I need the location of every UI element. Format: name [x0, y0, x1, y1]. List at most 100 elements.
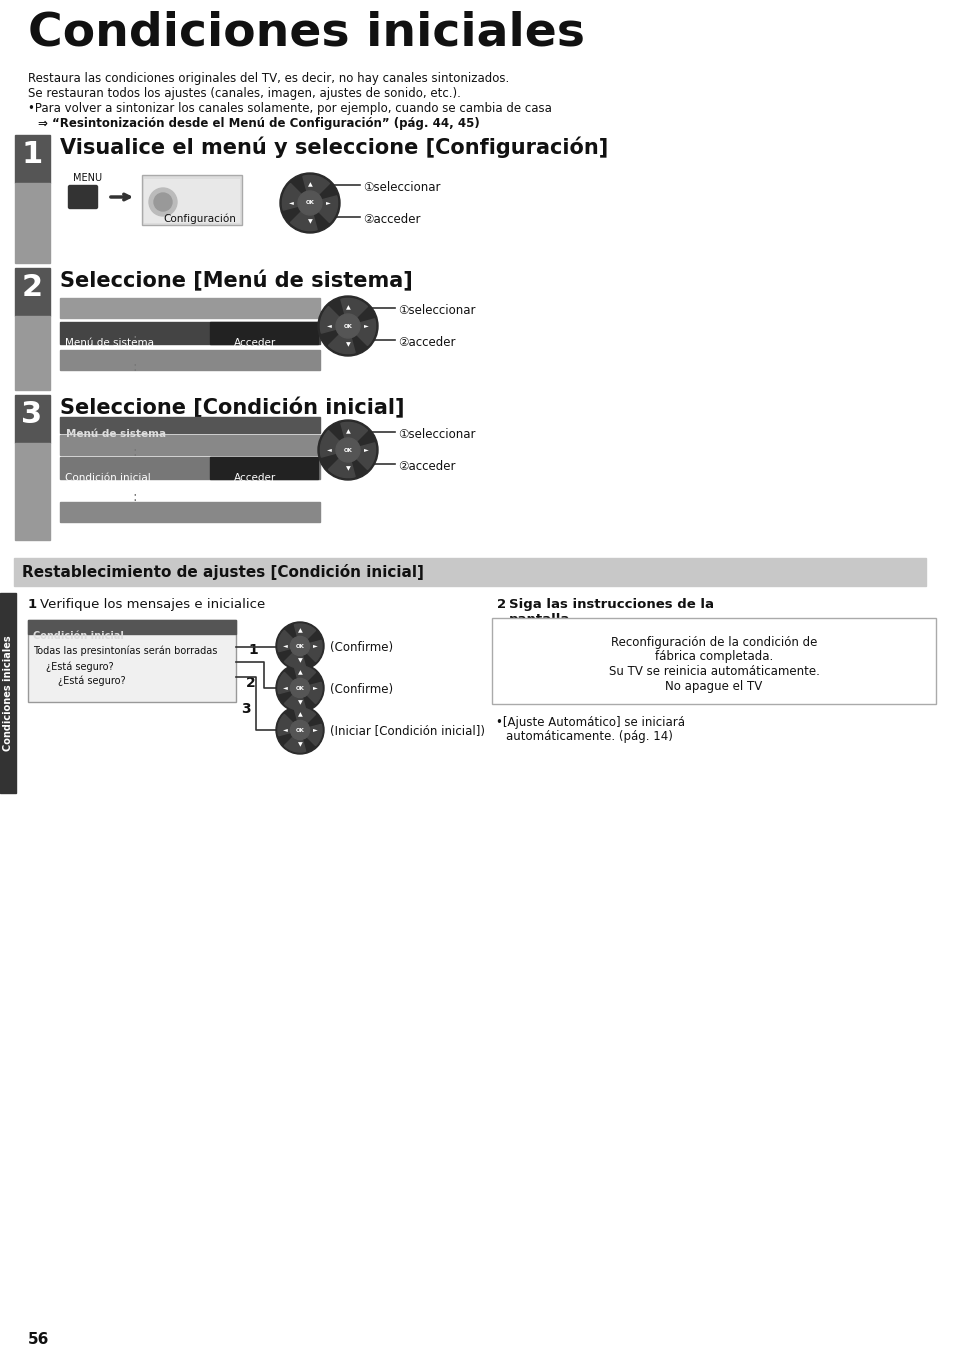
FancyBboxPatch shape	[15, 183, 50, 263]
Circle shape	[297, 191, 322, 215]
Text: 3: 3	[21, 399, 43, 429]
Text: Configuración: Configuración	[163, 213, 236, 223]
Text: Condición inicial: Condición inicial	[65, 473, 151, 483]
Circle shape	[290, 678, 310, 697]
Text: ①seleccionar: ①seleccionar	[397, 305, 475, 317]
Text: Seleccione [Condición inicial]: Seleccione [Condición inicial]	[60, 397, 404, 418]
Text: fábrica completada.: fábrica completada.	[654, 650, 772, 663]
Text: 1: 1	[28, 598, 37, 611]
Wedge shape	[294, 666, 315, 688]
Text: :: :	[132, 445, 137, 459]
Text: ►: ►	[364, 324, 369, 329]
FancyBboxPatch shape	[15, 443, 50, 540]
Text: ▲: ▲	[297, 712, 302, 718]
Wedge shape	[299, 682, 322, 704]
Circle shape	[275, 663, 324, 712]
Text: Acceder: Acceder	[233, 338, 275, 348]
FancyBboxPatch shape	[142, 175, 242, 225]
FancyBboxPatch shape	[60, 458, 319, 479]
FancyBboxPatch shape	[492, 617, 935, 704]
FancyBboxPatch shape	[15, 135, 50, 183]
Wedge shape	[277, 673, 299, 693]
FancyBboxPatch shape	[60, 298, 319, 318]
Text: 3: 3	[241, 701, 251, 716]
FancyBboxPatch shape	[0, 593, 16, 793]
Text: ▼: ▼	[345, 343, 350, 347]
Text: Reconfiguración de la condición de: Reconfiguración de la condición de	[610, 636, 817, 649]
Text: ①seleccionar: ①seleccionar	[363, 181, 440, 194]
Circle shape	[153, 194, 172, 211]
Text: (Iniciar [Condición inicial]): (Iniciar [Condición inicial])	[330, 724, 484, 738]
Text: OK: OK	[295, 643, 304, 649]
Circle shape	[275, 705, 324, 754]
Text: ▲: ▲	[345, 429, 350, 433]
Text: ►: ►	[313, 727, 317, 733]
Circle shape	[290, 720, 310, 739]
Wedge shape	[348, 318, 375, 345]
Text: 2: 2	[497, 598, 506, 611]
Wedge shape	[299, 640, 322, 662]
Wedge shape	[348, 443, 375, 470]
Text: ◄: ◄	[282, 685, 287, 691]
Text: Restaura las condiciones originales del TV, es decir, no hay canales sintonizado: Restaura las condiciones originales del …	[28, 72, 509, 85]
FancyBboxPatch shape	[210, 458, 317, 479]
FancyBboxPatch shape	[60, 322, 319, 344]
Text: Verifique los mensajes e inicialice: Verifique los mensajes e inicialice	[40, 598, 265, 611]
FancyBboxPatch shape	[144, 179, 240, 223]
Circle shape	[149, 188, 177, 217]
Text: ①seleccionar: ①seleccionar	[397, 428, 475, 441]
Circle shape	[317, 297, 377, 356]
Text: 2: 2	[21, 274, 43, 302]
Wedge shape	[328, 326, 355, 353]
FancyBboxPatch shape	[15, 268, 50, 315]
Text: ▼: ▼	[297, 658, 302, 663]
Circle shape	[335, 437, 359, 462]
Text: Siga las instrucciones de la: Siga las instrucciones de la	[509, 598, 713, 611]
Text: 1: 1	[21, 139, 43, 169]
Text: ▼: ▼	[297, 700, 302, 705]
Circle shape	[317, 420, 377, 481]
FancyBboxPatch shape	[60, 417, 319, 433]
Text: ◄: ◄	[327, 324, 332, 329]
Text: Condiciones iniciales: Condiciones iniciales	[3, 635, 13, 751]
Text: 2: 2	[246, 676, 255, 691]
Text: ②acceder: ②acceder	[397, 336, 455, 349]
Wedge shape	[320, 306, 348, 333]
FancyBboxPatch shape	[69, 185, 97, 209]
Text: •Para volver a sintonizar los canales solamente, por ejemplo, cuando se cambia d: •Para volver a sintonizar los canales so…	[28, 102, 551, 115]
Text: No apague el TV: No apague el TV	[664, 680, 761, 693]
Text: Seleccione [Menú de sistema]: Seleccione [Menú de sistema]	[60, 269, 413, 291]
Text: Menú de sistema: Menú de sistema	[65, 338, 153, 348]
Text: ▼: ▼	[297, 742, 302, 747]
Text: OK: OK	[343, 324, 352, 329]
Wedge shape	[328, 450, 355, 478]
Text: ▲: ▲	[297, 670, 302, 676]
Text: OK: OK	[305, 200, 314, 206]
FancyBboxPatch shape	[60, 502, 319, 523]
Circle shape	[280, 173, 339, 233]
Wedge shape	[320, 431, 348, 458]
Text: ►: ►	[313, 643, 317, 649]
Wedge shape	[310, 196, 337, 222]
Wedge shape	[277, 631, 299, 651]
Text: Condiciones iniciales: Condiciones iniciales	[28, 9, 584, 56]
Text: ¿Está seguro?: ¿Está seguro?	[46, 661, 113, 672]
Text: 1: 1	[248, 643, 257, 657]
Text: ◄: ◄	[282, 727, 287, 733]
Wedge shape	[294, 624, 315, 646]
Text: Su TV se reinicia automáticamente.: Su TV se reinicia automáticamente.	[608, 665, 819, 678]
Text: Restablecimiento de ajustes [Condición inicial]: Restablecimiento de ajustes [Condición i…	[22, 565, 423, 580]
Text: Acceder: Acceder	[233, 473, 275, 483]
Text: ◄: ◄	[327, 448, 332, 452]
Wedge shape	[284, 646, 305, 668]
Text: automáticamente. (pág. 14): automáticamente. (pág. 14)	[505, 730, 672, 743]
Text: ⇒ “Resintonización desde el Menú de Configuración” (pág. 44, 45): ⇒ “Resintonización desde el Menú de Conf…	[38, 116, 479, 130]
Text: ◄: ◄	[282, 643, 287, 649]
Text: ¿Está seguro?: ¿Está seguro?	[58, 676, 126, 686]
Text: Todas las presintonías serán borradas: Todas las presintonías serán borradas	[33, 646, 217, 657]
Text: ◄: ◄	[289, 200, 294, 206]
Text: Menú de sistema: Menú de sistema	[66, 429, 166, 439]
Text: •[Ajuste Automático] se iniciará: •[Ajuste Automático] se iniciará	[496, 716, 684, 728]
Text: ▲: ▲	[307, 181, 312, 187]
Text: ▼: ▼	[345, 466, 350, 471]
